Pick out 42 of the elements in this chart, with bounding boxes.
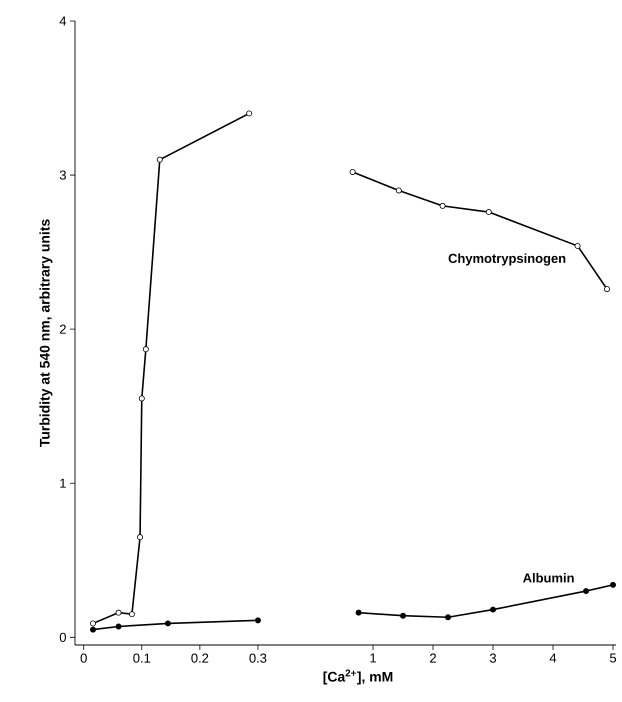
- point: [396, 187, 402, 194]
- y-axis-title: Turbidity at 540 nm, arbitrary units: [39, 219, 52, 448]
- point: [156, 156, 163, 163]
- point: [116, 624, 122, 630]
- x-tick-label: 0.2: [191, 654, 208, 663]
- point: [490, 606, 496, 613]
- point: [356, 610, 362, 616]
- point: [604, 286, 610, 292]
- point: [254, 617, 261, 624]
- point: [90, 626, 96, 633]
- x-tick-label: 4: [550, 654, 556, 662]
- point: [445, 614, 451, 620]
- y-tick-label: 4: [60, 16, 66, 26]
- x-tick-label: 0.3: [249, 654, 266, 663]
- point: [137, 534, 144, 540]
- point: [440, 202, 446, 209]
- point: [90, 620, 96, 626]
- point: [116, 610, 122, 616]
- x-tick-label: 3: [490, 654, 496, 663]
- y-tick-label: 1: [60, 478, 66, 488]
- point: [486, 209, 492, 216]
- point: [610, 582, 616, 588]
- y-tick-label: 3: [60, 170, 66, 180]
- x-axis-title: [Ca$^{2+}$], mM: [324, 670, 392, 684]
- series-label: Chymotrypsinogen: [448, 253, 566, 266]
- x-tick-label: 1: [370, 654, 376, 662]
- y-tick-label: 0: [60, 632, 66, 642]
- y-tick-label: 2: [60, 324, 66, 334]
- point: [583, 588, 589, 594]
- point: [350, 168, 356, 175]
- point: [164, 620, 171, 626]
- point: [400, 612, 406, 619]
- x-tick-label: 0: [80, 654, 87, 663]
- point: [574, 242, 581, 249]
- series-label: Albumin: [523, 573, 574, 583]
- x-tick-label: 2: [430, 654, 436, 663]
- x-tick-label: 5: [610, 654, 616, 663]
- point: [142, 346, 149, 352]
- point: [246, 110, 252, 116]
- point: [128, 611, 135, 618]
- point: [138, 395, 145, 402]
- x-tick-label: 0.1: [133, 654, 150, 663]
